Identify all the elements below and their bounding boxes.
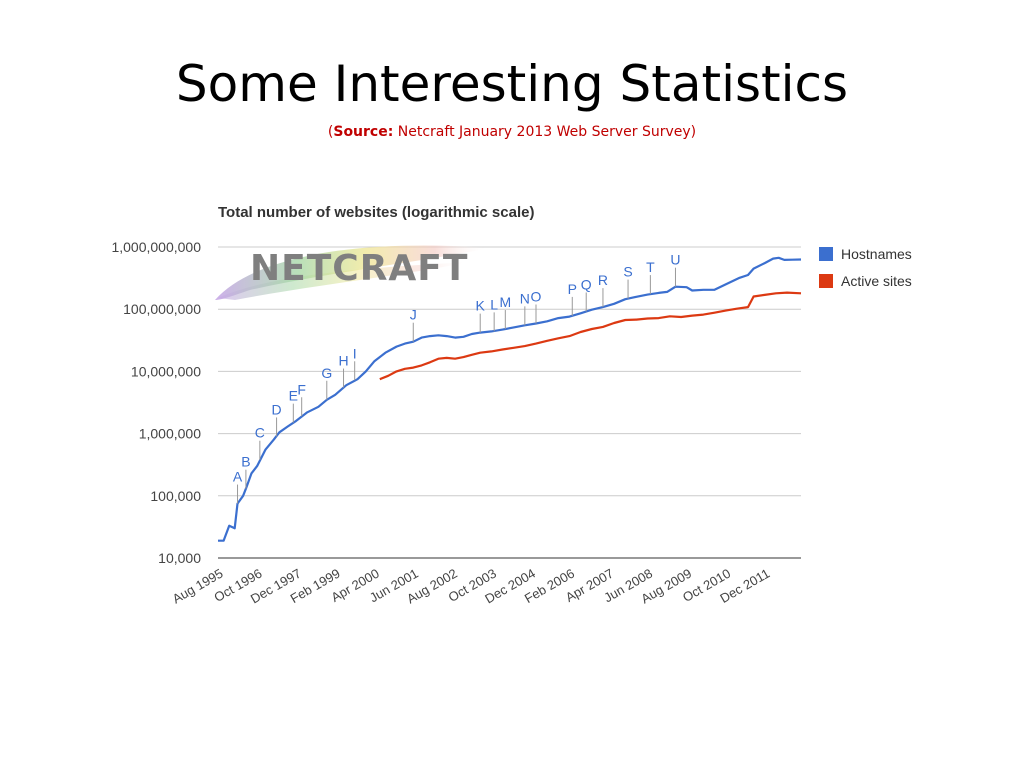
annotation-label: Q (581, 276, 592, 292)
y-tick-label: 100,000 (150, 488, 201, 504)
slide-subtitle: (Source: Netcraft January 2013 Web Serve… (0, 124, 1024, 140)
netcraft-logo: NETCRAFT (215, 245, 490, 300)
legend-swatch (819, 247, 833, 261)
subtitle-open-paren: ( (327, 124, 334, 140)
logo-swoosh (215, 245, 490, 300)
y-tick-label: 100,000,000 (123, 301, 201, 317)
chart-title: Total number of websites (logarithmic sc… (218, 204, 534, 221)
series-line-hostnames (218, 256, 802, 542)
y-tick-label: 1,000,000 (139, 426, 201, 442)
legend-label: Hostnames (841, 246, 912, 262)
annotation-label: K (476, 298, 486, 314)
legend: Hostnames Active sites (819, 246, 912, 289)
annotation-label: B (241, 454, 250, 470)
gridlines (218, 246, 801, 559)
series (218, 256, 802, 542)
annotation-label: D (272, 401, 282, 417)
legend-label: Active sites (841, 273, 912, 289)
annotation-label: E (289, 388, 298, 404)
y-tick-label: 10,000 (158, 550, 201, 566)
subtitle-source-label: Source: (333, 124, 394, 140)
legend-swatch (819, 274, 833, 288)
annotation-label: L (490, 296, 498, 312)
annotation-label: G (321, 365, 332, 381)
annotation-label: M (499, 294, 511, 310)
annotation-label: R (598, 272, 608, 288)
y-tick-label: 10,000,000 (131, 363, 201, 379)
y-axis: 10,000 100,000 1,000,000 10,000,000 100,000,… (111, 239, 201, 566)
series-line-active-sites (379, 291, 802, 381)
logo-text: NETCRAFT (250, 248, 468, 289)
annotation-label: J (410, 307, 417, 323)
y-tick-label: 1,000,000,000 (111, 239, 201, 255)
annotation-label: H (338, 353, 348, 369)
logo-swoosh-lower (218, 262, 470, 300)
annotation-label: P (568, 281, 577, 297)
annotation-label: F (297, 381, 306, 397)
subtitle-source-text: Netcraft January 2013 Web Server Survey) (393, 124, 697, 140)
annotation-label: N (520, 290, 530, 306)
annotation-label: C (255, 425, 265, 441)
annotation-label: U (670, 252, 680, 268)
slide-title: Some Interesting Statistics (175, 55, 849, 113)
annotation-label: I (353, 345, 357, 361)
annotation-label: T (646, 259, 655, 275)
annotation-label: S (623, 264, 632, 280)
annotation-label: O (531, 288, 542, 304)
annotation-label: A (233, 469, 243, 485)
